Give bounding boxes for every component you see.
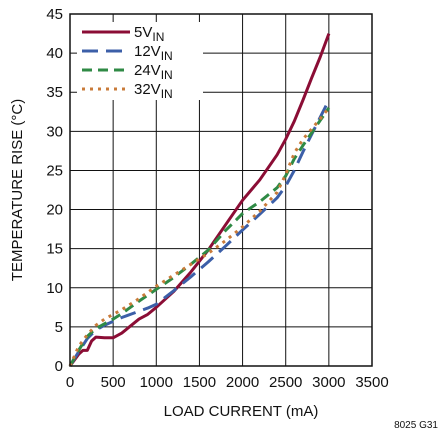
y-tick-label: 20 <box>46 202 63 219</box>
plot-frame <box>69 13 373 367</box>
legend-label-subscript: IN <box>161 87 173 101</box>
y-tick-label: 15 <box>46 241 63 258</box>
legend-label: 24VIN <box>134 62 173 82</box>
x-tick-label: 1500 <box>183 374 216 391</box>
y-tick-label: 35 <box>46 84 63 101</box>
legend-label: 32VIN <box>134 81 173 101</box>
legend-label: 12VIN <box>134 43 173 63</box>
figure-code: 8025 G31 <box>394 420 438 431</box>
legend-label-subscript: IN <box>161 49 173 63</box>
x-tick-label: 2500 <box>269 374 302 391</box>
y-tick-label: 25 <box>46 162 63 179</box>
series-layer <box>68 33 331 367</box>
y-tick-label: 40 <box>46 45 63 62</box>
y-tick-label: 0 <box>55 358 63 375</box>
x-tick-label: 0 <box>66 374 74 391</box>
legend-label: 5VIN <box>134 24 164 44</box>
legend-label-main: 12V <box>134 43 161 60</box>
x-tick-label: 1000 <box>140 374 173 391</box>
y-tick-label: 5 <box>55 319 63 336</box>
y-tick-label: 45 <box>46 6 63 23</box>
y-tick-labels: 0 5 10 15 20 25 30 35 40 45 <box>46 6 63 375</box>
x-tick-label: 500 <box>101 374 126 391</box>
y-tick-label: 10 <box>46 280 63 297</box>
legend-label-main: 5V <box>134 24 152 41</box>
x-tick-labels: 0 500 1000 1500 2000 2500 3000 3500 <box>66 374 389 391</box>
legend-background <box>77 22 203 100</box>
x-tick-label: 2000 <box>226 374 259 391</box>
series-line-5v <box>68 33 331 367</box>
y-tick-label: 30 <box>46 123 63 140</box>
legend-label-main: 24V <box>134 62 161 79</box>
x-axis-label: LOAD CURRENT (mA) <box>164 403 319 420</box>
legend-label-subscript: IN <box>152 30 164 44</box>
x-tick-label: 3000 <box>312 374 345 391</box>
series-line-24v <box>68 107 331 367</box>
legend-label-main: 32V <box>134 81 161 98</box>
legend-label-subscript: IN <box>161 68 173 82</box>
x-tick-label: 3500 <box>355 374 388 391</box>
y-axis-label: TEMPERATURE RISE (°C) <box>9 99 26 281</box>
series-line-32v <box>68 106 331 367</box>
